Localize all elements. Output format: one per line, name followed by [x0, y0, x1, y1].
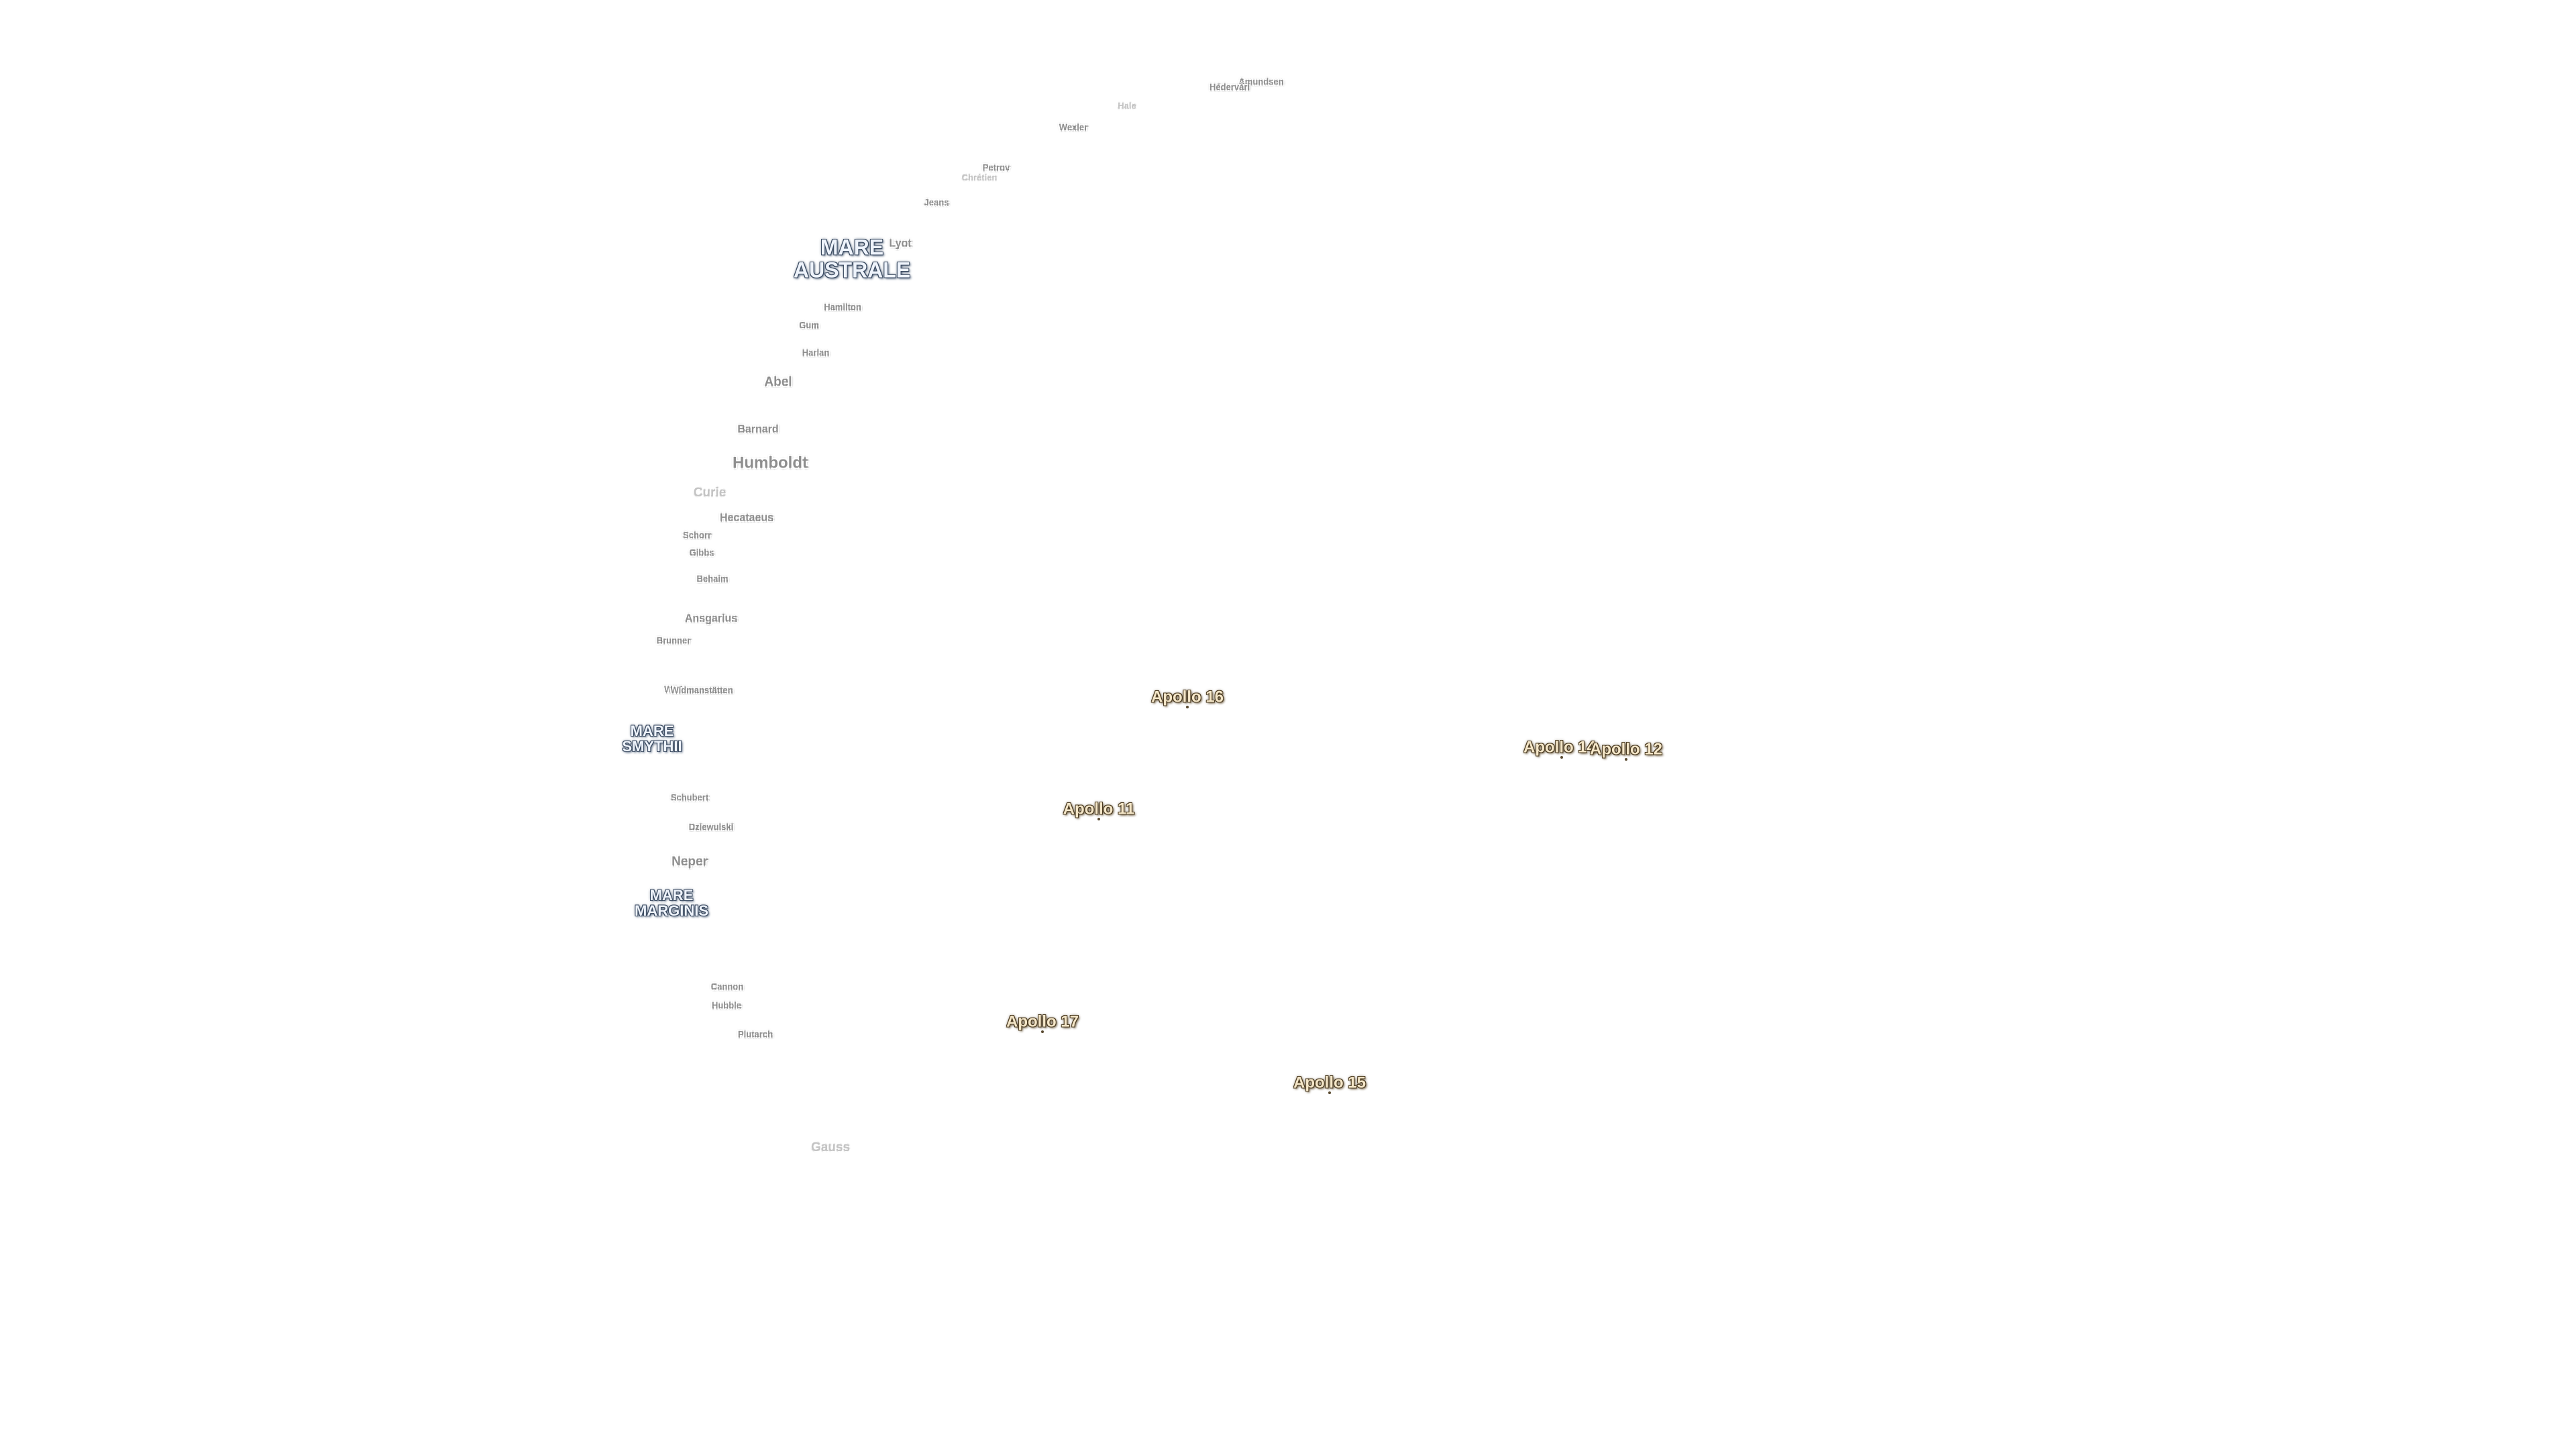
- crater-label-cannon[interactable]: Cannon: [710, 981, 744, 992]
- apollo-11-marker[interactable]: [1097, 818, 1100, 820]
- crater-label-hedervari[interactable]: Hédervári: [1210, 82, 1250, 93]
- crater-label-barnard[interactable]: Barnard: [737, 423, 779, 435]
- mare-label-line: MARE: [630, 722, 674, 739]
- crater-label-chretien[interactable]: Chrétien: [961, 172, 998, 183]
- crater-label-amundsen[interactable]: Amundsen: [1238, 76, 1284, 87]
- apollo-label-14[interactable]: Apollo 14: [1523, 738, 1597, 757]
- crater-label-hale[interactable]: Hale: [1118, 101, 1136, 111]
- crater-label-harlan[interactable]: Harlan: [802, 347, 830, 358]
- crater-label-hecataeus[interactable]: Hecataeus: [719, 512, 774, 524]
- crater-label-neper[interactable]: Neper: [672, 855, 708, 869]
- apollo-label-17[interactable]: Apollo 17: [1006, 1012, 1079, 1031]
- crater-label-curie[interactable]: Curie: [693, 486, 727, 500]
- apollo-12-marker[interactable]: [1625, 758, 1627, 761]
- crater-label-gauss[interactable]: Gauss: [810, 1140, 851, 1155]
- apollo-15-marker[interactable]: [1328, 1091, 1331, 1094]
- crater-label-lyot[interactable]: Lyot: [889, 237, 912, 250]
- mare-label-line: MARGINIS: [635, 902, 708, 919]
- crater-label-jeans[interactable]: Jeans: [924, 197, 949, 208]
- apollo-14-marker[interactable]: [1560, 756, 1563, 759]
- mare-label-australe[interactable]: MARE AUSTRALE: [794, 236, 910, 281]
- crater-label-abel[interactable]: Abel: [764, 375, 792, 390]
- apollo-label-16[interactable]: Apollo 16: [1150, 688, 1224, 706]
- crater-label-widmanstatten[interactable]: Widmanstätten: [670, 685, 733, 696]
- crater-label-petrov[interactable]: Petrov: [982, 162, 1010, 173]
- crater-label-hubble[interactable]: Hubble: [711, 1000, 742, 1011]
- crater-label-plutarch[interactable]: Plutarch: [737, 1029, 773, 1040]
- mare-label-smythii[interactable]: MARE SMYTHII: [622, 723, 682, 754]
- crater-label-gibbs[interactable]: Gibbs: [689, 547, 714, 558]
- mare-label-line: AUSTRALE: [793, 258, 911, 282]
- crater-label-schubert[interactable]: Schubert: [670, 792, 709, 803]
- crater-label-wildt[interactable]: Wildt: [664, 684, 686, 695]
- crater-label-dziewulski[interactable]: Dziewulski: [688, 822, 734, 833]
- apollo-label-11[interactable]: Apollo 11: [1063, 800, 1135, 818]
- crater-label-behaim[interactable]: Behaim: [696, 574, 729, 584]
- apollo-label-12[interactable]: Apollo 12: [1589, 740, 1663, 759]
- crater-label-gum[interactable]: Gum: [799, 320, 819, 331]
- mare-label-line: MARE: [649, 886, 694, 904]
- mare-label-marginis[interactable]: MARE MARGINIS: [635, 888, 708, 918]
- crater-label-humboldt[interactable]: Humboldt: [733, 453, 808, 472]
- apollo-16-marker[interactable]: [1186, 706, 1189, 708]
- apollo-label-15[interactable]: Apollo 15: [1293, 1073, 1366, 1092]
- crater-label-ansgarius[interactable]: Ansgarius: [684, 612, 738, 625]
- mare-label-line: MARE: [820, 235, 884, 260]
- crater-label-schorr[interactable]: Schorr: [683, 530, 711, 541]
- apollo-17-marker[interactable]: [1041, 1030, 1044, 1033]
- crater-label-brunner[interactable]: Brunner: [656, 635, 691, 646]
- mare-label-line: SMYTHII: [622, 738, 682, 755]
- crater-label-wexler[interactable]: Wexler: [1059, 122, 1088, 133]
- crater-label-hamilton[interactable]: Hamilton: [824, 302, 861, 313]
